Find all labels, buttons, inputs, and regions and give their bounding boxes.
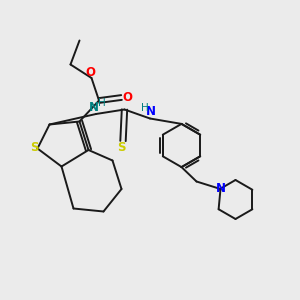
Text: N: N (216, 182, 226, 195)
Text: H: H (98, 98, 105, 109)
Text: N: N (88, 101, 99, 114)
Text: S: S (30, 141, 38, 154)
Text: N: N (146, 105, 156, 119)
Text: H: H (141, 103, 148, 113)
Text: O: O (85, 66, 96, 79)
Text: S: S (117, 141, 126, 154)
Text: O: O (122, 91, 132, 104)
